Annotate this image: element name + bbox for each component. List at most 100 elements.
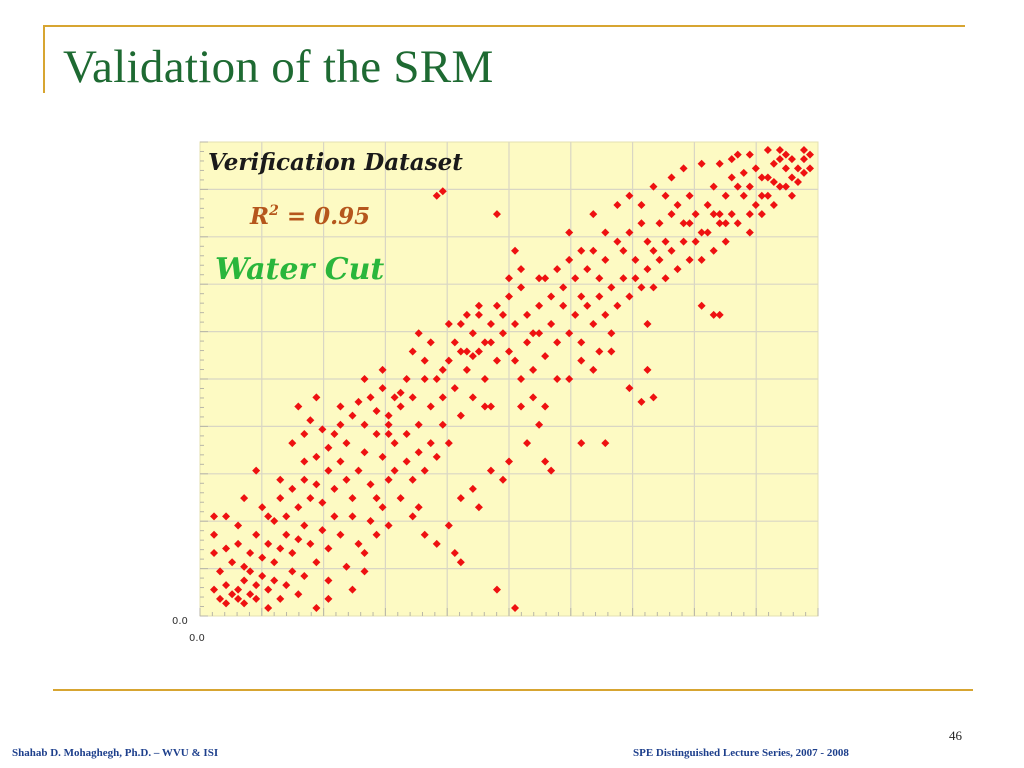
data-point	[360, 448, 369, 457]
data-point	[607, 283, 616, 292]
data-point	[396, 388, 405, 397]
data-point	[438, 187, 447, 196]
data-point	[745, 210, 754, 219]
data-point	[679, 164, 688, 173]
data-point	[733, 182, 742, 191]
data-point	[577, 246, 586, 255]
data-point	[757, 173, 766, 182]
data-point	[408, 347, 417, 356]
data-point	[763, 146, 772, 154]
data-point	[529, 365, 538, 374]
data-point	[234, 539, 243, 548]
data-point	[354, 466, 363, 475]
data-point	[360, 549, 369, 558]
data-point	[787, 155, 796, 164]
data-point	[661, 237, 670, 246]
data-point	[438, 393, 447, 402]
data-point	[324, 594, 333, 603]
data-point	[270, 516, 279, 525]
data-point	[763, 173, 772, 182]
data-point	[312, 558, 321, 567]
data-point	[438, 420, 447, 429]
data-point	[775, 182, 784, 191]
data-point	[511, 356, 520, 365]
data-point	[222, 599, 231, 608]
data-point	[390, 439, 399, 448]
data-point	[727, 155, 736, 164]
data-point	[498, 310, 507, 319]
data-point	[571, 310, 580, 319]
data-point	[414, 503, 423, 512]
data-point	[240, 599, 249, 608]
data-point	[763, 191, 772, 200]
data-point	[685, 191, 694, 200]
data-point	[492, 585, 501, 594]
data-point	[589, 210, 598, 219]
data-point	[637, 219, 646, 228]
data-point	[456, 411, 465, 420]
data-point	[583, 265, 592, 274]
data-point	[246, 590, 255, 599]
data-point	[474, 347, 483, 356]
r-squared-value: = 0.95	[279, 203, 370, 230]
data-point	[264, 604, 273, 612]
data-point	[246, 567, 255, 576]
data-point	[222, 544, 231, 553]
data-point	[348, 512, 357, 521]
data-point	[486, 338, 495, 347]
data-point	[348, 411, 357, 420]
data-point	[492, 356, 501, 365]
r-squared-superscript: 2	[268, 203, 279, 219]
data-point	[348, 494, 357, 503]
data-point	[384, 475, 393, 484]
data-point	[258, 553, 267, 562]
data-point	[806, 164, 814, 173]
data-point	[450, 384, 459, 393]
data-point	[505, 292, 513, 301]
data-point	[523, 338, 532, 347]
data-point	[541, 274, 550, 283]
data-point	[595, 274, 604, 283]
data-point	[715, 310, 724, 319]
data-point	[462, 310, 471, 319]
data-point	[793, 164, 802, 173]
data-point	[751, 164, 760, 173]
data-point	[264, 539, 273, 548]
data-point	[517, 375, 526, 383]
data-point	[769, 159, 778, 168]
data-point	[661, 274, 670, 283]
data-point	[366, 480, 375, 489]
data-point	[462, 347, 471, 356]
data-point	[384, 429, 393, 438]
data-point	[432, 375, 441, 383]
data-point	[372, 407, 381, 416]
data-point	[637, 200, 646, 209]
data-point	[336, 457, 345, 466]
data-point	[667, 210, 676, 219]
data-point	[535, 274, 544, 283]
data-point	[745, 150, 754, 159]
data-point	[402, 429, 411, 438]
data-point	[553, 375, 562, 383]
data-point	[745, 182, 754, 191]
data-point	[565, 329, 574, 338]
data-point	[300, 521, 309, 530]
data-point	[667, 173, 676, 182]
data-point	[240, 562, 249, 571]
data-point	[456, 558, 465, 567]
data-point	[553, 265, 562, 274]
data-point	[505, 347, 513, 356]
data-point	[402, 375, 411, 383]
data-point	[228, 590, 237, 599]
data-point	[408, 475, 417, 484]
data-point	[643, 320, 652, 329]
data-point	[625, 228, 634, 237]
footer-author: Shahab D. Mohaghegh, Ph.D. – WVU & ISI	[12, 747, 219, 759]
data-point	[438, 365, 447, 374]
data-point	[378, 384, 387, 393]
data-point	[402, 457, 411, 466]
data-point	[799, 146, 808, 154]
data-point	[300, 475, 309, 484]
data-point	[450, 549, 459, 558]
data-point	[330, 484, 339, 493]
